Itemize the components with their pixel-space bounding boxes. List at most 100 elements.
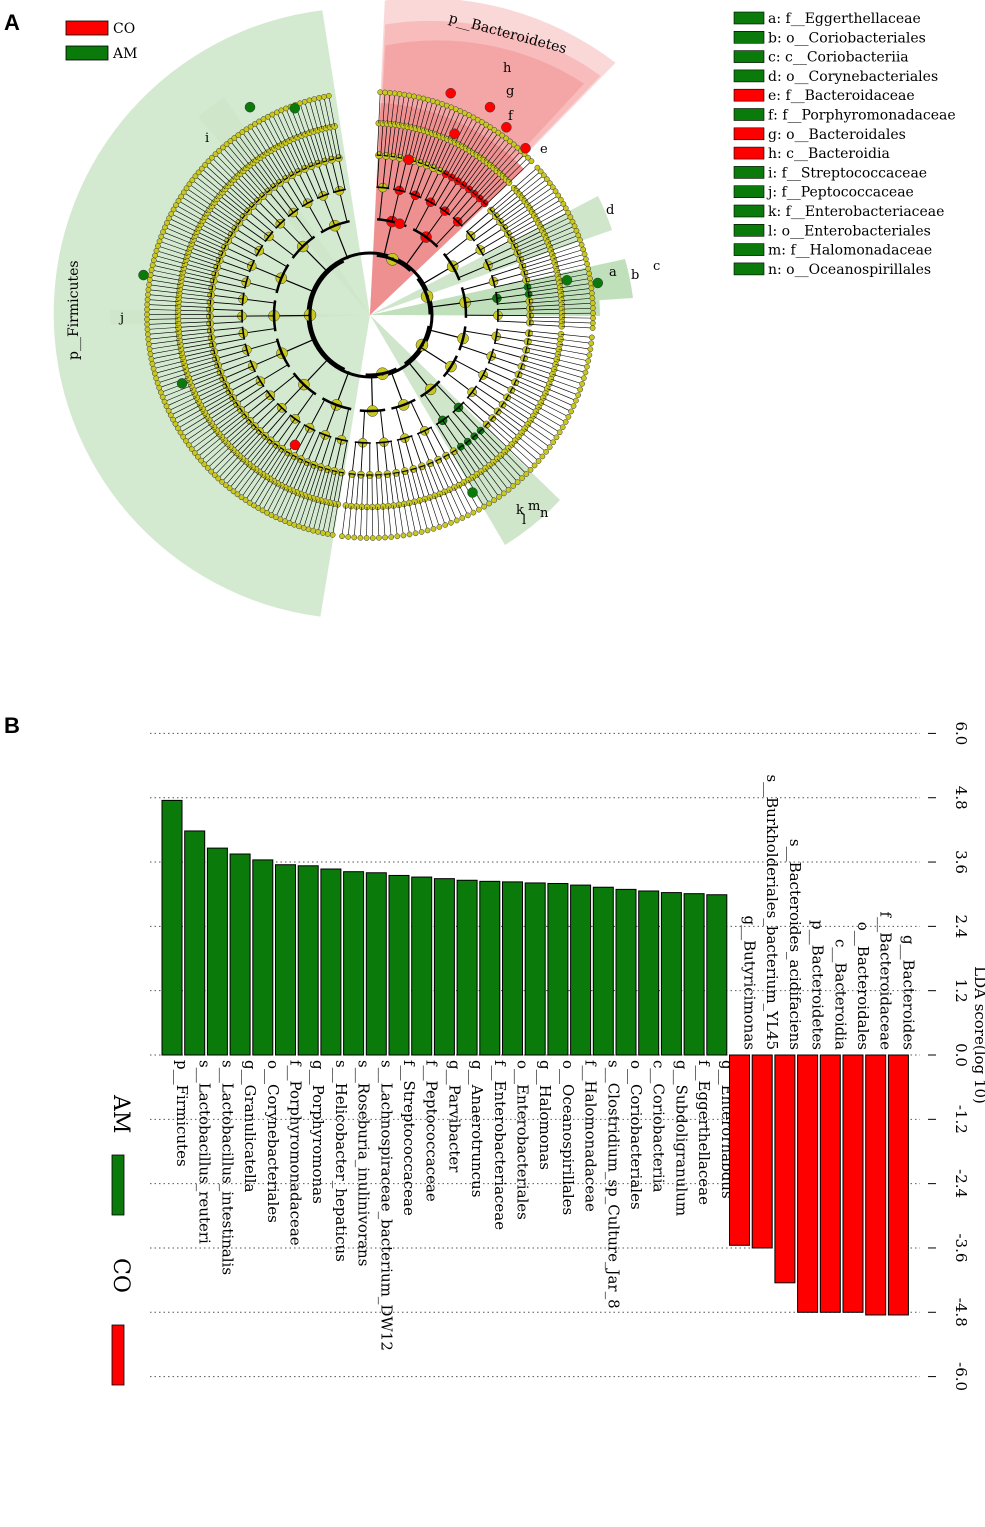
tree-branch <box>458 447 478 475</box>
tree-node <box>175 197 182 204</box>
tree-branch <box>505 157 529 180</box>
tree-node <box>507 138 513 145</box>
tree-branch <box>245 474 264 501</box>
tree-arc <box>248 259 256 273</box>
tree-branch <box>493 144 514 169</box>
tree-branch <box>347 506 352 537</box>
tree-branch <box>215 154 238 177</box>
tree-branch <box>154 365 185 374</box>
tree-arc <box>214 271 217 277</box>
tree-branch <box>147 318 179 320</box>
tree-branch <box>182 271 215 280</box>
tree-arc <box>223 244 227 250</box>
tree-node <box>496 494 502 500</box>
tree-branch <box>529 330 562 335</box>
tree-node <box>544 176 550 183</box>
tree-branch <box>195 235 225 250</box>
tree-node <box>527 466 534 473</box>
tree-branch <box>552 374 583 385</box>
tree-arc <box>268 438 273 443</box>
tree-branch <box>234 137 254 163</box>
tree-branch <box>360 442 364 475</box>
tree-node <box>315 529 321 535</box>
tree-branch <box>505 398 534 417</box>
tree-node <box>481 503 487 510</box>
tree-branch <box>147 294 179 298</box>
tree-arc <box>416 426 433 435</box>
tree-branch <box>496 335 528 343</box>
tree-branch <box>490 419 516 441</box>
tree-node <box>195 169 202 176</box>
tree-branch <box>490 141 511 166</box>
tree-branch <box>187 363 218 374</box>
tree-node <box>246 499 253 506</box>
tree-branch <box>301 135 314 166</box>
tree-branch <box>512 387 541 403</box>
tree-branch <box>547 388 577 401</box>
tree-arc <box>213 349 216 355</box>
tree-arc <box>211 285 214 291</box>
tree-branch <box>500 204 528 224</box>
tree-arc <box>348 473 356 475</box>
tree-branch <box>561 302 593 306</box>
tree-branch <box>525 351 557 360</box>
tree-arc <box>424 163 430 167</box>
tree-branch <box>157 245 188 256</box>
tree-node <box>235 132 242 138</box>
tree-node <box>153 375 160 382</box>
tree-node <box>589 295 596 302</box>
tree-branch <box>471 391 498 412</box>
tree-branch <box>267 116 283 145</box>
tree-node <box>178 193 184 200</box>
tree-node <box>382 534 388 541</box>
tree-node <box>486 500 492 507</box>
tree-node <box>147 272 154 278</box>
tree-branch <box>243 328 276 334</box>
bar-label: f__Porphyromonadaceae <box>287 1060 305 1246</box>
tree-arc <box>452 216 463 227</box>
tree-branch <box>255 443 276 470</box>
tree-branch <box>497 307 530 311</box>
tree-node <box>549 184 556 191</box>
tree-arc <box>335 437 349 442</box>
bar-label: f__Enterobacteriaceae <box>491 1060 509 1230</box>
bar <box>638 890 660 1056</box>
tree-branch <box>188 366 219 378</box>
tree-branch <box>209 209 237 228</box>
tree-branch <box>218 150 241 174</box>
tree-branch <box>435 221 459 246</box>
lda-legend-co-swatch <box>111 1324 125 1386</box>
tree-branch <box>148 335 180 340</box>
tree-branch <box>192 376 223 390</box>
tree-node <box>562 419 569 425</box>
tree-branch <box>166 393 195 407</box>
tree-branch <box>216 198 243 219</box>
tree-branch <box>227 421 252 444</box>
tree-arc <box>524 346 528 354</box>
tree-branch <box>293 138 307 169</box>
tick-label: -4.8 <box>952 1298 970 1327</box>
tree-arc <box>239 407 243 413</box>
tree-node <box>144 301 151 308</box>
tree-branch <box>222 147 244 171</box>
tick-label: -6.0 <box>952 1362 970 1391</box>
tree-branch <box>181 275 214 284</box>
tree-node <box>525 154 531 161</box>
tree-node <box>149 360 156 367</box>
tree-branch <box>317 501 326 532</box>
tree-branch <box>228 240 257 257</box>
tree-branch <box>403 503 410 535</box>
bar <box>819 1054 841 1313</box>
tree-branch <box>309 100 319 131</box>
tree-node <box>146 346 153 352</box>
tree-branch <box>524 266 556 276</box>
tree-branch <box>473 127 491 154</box>
tree-branch <box>324 470 334 502</box>
tree-branch <box>178 328 211 332</box>
tree-branch <box>285 178 304 207</box>
tree-branch <box>232 380 261 399</box>
tree-node <box>589 325 596 331</box>
tree-branch <box>184 263 216 273</box>
tree-branch <box>186 259 217 270</box>
tree-branch <box>496 458 518 483</box>
